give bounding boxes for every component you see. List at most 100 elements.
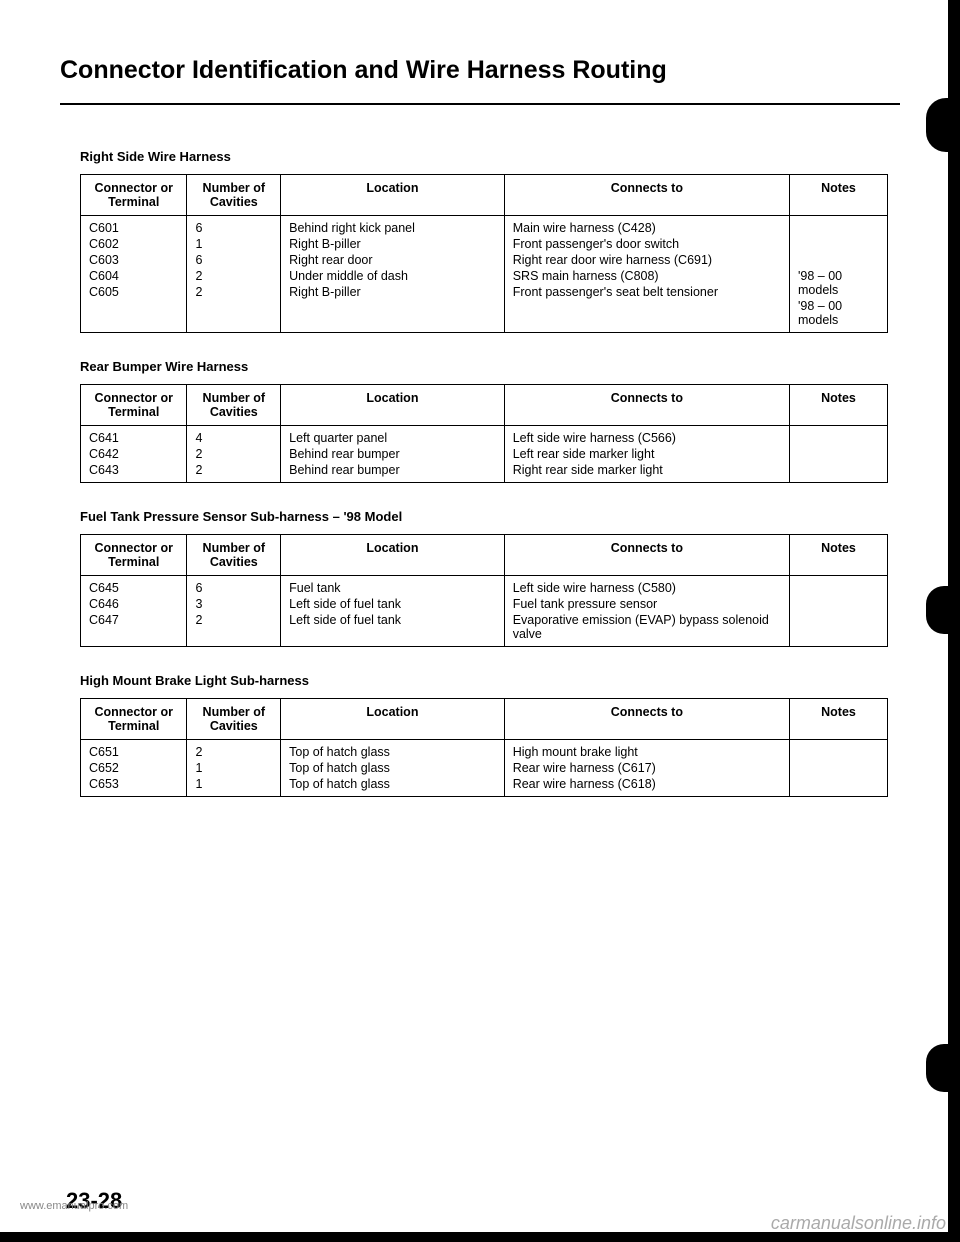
table-row: Under middle of dash [289, 268, 496, 284]
section-title: High Mount Brake Light Sub-harness [80, 673, 900, 688]
section-title: Fuel Tank Pressure Sensor Sub-harness – … [80, 509, 900, 524]
table-header: Location [281, 385, 505, 426]
table-cell [790, 426, 888, 483]
table-row: C643 [89, 462, 178, 478]
table-row [798, 760, 879, 776]
table-cell: High mount brake lightRear wire harness … [504, 740, 789, 797]
table-cell: '98 – 00 models'98 – 00 models [790, 216, 888, 333]
table-header: Connects to [504, 699, 789, 740]
table-row: 2 [195, 446, 272, 462]
table-row: C601 [89, 220, 178, 236]
table-row: Front passenger's door switch [513, 236, 781, 252]
table-cell: Top of hatch glassTop of hatch glassTop … [281, 740, 505, 797]
table-row: C642 [89, 446, 178, 462]
table-row [798, 430, 879, 446]
table-row: Left side wire harness (C580) [513, 580, 781, 596]
table-row: SRS main harness (C808) [513, 268, 781, 284]
table-row: 3 [195, 596, 272, 612]
table-row [798, 744, 879, 760]
table-row: 2 [195, 284, 272, 300]
table-row: '98 – 00 models [798, 268, 879, 298]
connector-table: Connector or TerminalNumber of CavitiesL… [80, 698, 888, 797]
connector-table: Connector or TerminalNumber of CavitiesL… [80, 384, 888, 483]
table-row: 1 [195, 760, 272, 776]
table-row: '98 – 00 models [798, 298, 879, 328]
table-header: Notes [790, 535, 888, 576]
table-row [798, 612, 879, 628]
table-row: C641 [89, 430, 178, 446]
section-title: Right Side Wire Harness [80, 149, 900, 164]
table-header: Notes [790, 699, 888, 740]
table-row: Fuel tank pressure sensor [513, 596, 781, 612]
table-header: Location [281, 175, 505, 216]
bottom-bar [0, 1232, 960, 1242]
table-cell [790, 576, 888, 647]
table-header: Location [281, 699, 505, 740]
table-row: 1 [195, 236, 272, 252]
watermark-left: www.emanualpro.com [20, 1200, 128, 1212]
table-header: Connector or Terminal [81, 535, 187, 576]
table-header: Notes [790, 385, 888, 426]
table-row: Front passenger's seat belt tensioner [513, 284, 781, 300]
table-row [798, 220, 879, 236]
table-header: Connector or Terminal [81, 699, 187, 740]
table-row: Behind rear bumper [289, 446, 496, 462]
table-cell: Fuel tankLeft side of fuel tankLeft side… [281, 576, 505, 647]
table-row [798, 252, 879, 268]
table-row [798, 580, 879, 596]
table-row: C651 [89, 744, 178, 760]
table-row: Top of hatch glass [289, 760, 496, 776]
table-row: Right rear side marker light [513, 462, 781, 478]
table-cell: Left quarter panelBehind rear bumperBehi… [281, 426, 505, 483]
page-title: Connector Identification and Wire Harnes… [60, 56, 900, 85]
table-row: C605 [89, 284, 178, 300]
table-cell: Left side wire harness (C580)Fuel tank p… [504, 576, 789, 647]
table-row [798, 596, 879, 612]
table-header: Connector or Terminal [81, 175, 187, 216]
table-row [798, 236, 879, 252]
table-row: Left rear side marker light [513, 446, 781, 462]
table-row: C646 [89, 596, 178, 612]
table-row: Left side of fuel tank [289, 612, 496, 628]
table-row [798, 446, 879, 462]
table-header: Connects to [504, 385, 789, 426]
table-header: Number of Cavities [187, 535, 281, 576]
table-cell: C641C642C643 [81, 426, 187, 483]
table-row: C652 [89, 760, 178, 776]
table-row: Behind right kick panel [289, 220, 496, 236]
table-cell [790, 740, 888, 797]
table-row: 6 [195, 252, 272, 268]
table-row: 6 [195, 220, 272, 236]
table-cell: C651C652C653 [81, 740, 187, 797]
table-row: Left side wire harness (C566) [513, 430, 781, 446]
table-cell: 422 [187, 426, 281, 483]
table-cell: Main wire harness (C428)Front passenger'… [504, 216, 789, 333]
table-row: C653 [89, 776, 178, 792]
table-row: C603 [89, 252, 178, 268]
table-row: C602 [89, 236, 178, 252]
table-row: Behind rear bumper [289, 462, 496, 478]
table-header: Number of Cavities [187, 175, 281, 216]
table-row: Rear wire harness (C618) [513, 776, 781, 792]
table-row: 2 [195, 462, 272, 478]
table-row: Fuel tank [289, 580, 496, 596]
table-cell: 632 [187, 576, 281, 647]
table-cell: C645C646C647 [81, 576, 187, 647]
table-header: Number of Cavities [187, 385, 281, 426]
table-row: Right rear door [289, 252, 496, 268]
table-row: Left side of fuel tank [289, 596, 496, 612]
table-row [798, 462, 879, 478]
table-row: Rear wire harness (C617) [513, 760, 781, 776]
table-row: High mount brake light [513, 744, 781, 760]
table-row: 2 [195, 612, 272, 628]
table-row: Top of hatch glass [289, 744, 496, 760]
table-row: Top of hatch glass [289, 776, 496, 792]
watermark-right: carmanualsonline.info [771, 1213, 946, 1234]
table-row: Right B-piller [289, 236, 496, 252]
table-cell: Left side wire harness (C566)Left rear s… [504, 426, 789, 483]
table-row: C645 [89, 580, 178, 596]
table-row: Evaporative emission (EVAP) bypass solen… [513, 612, 781, 642]
table-header: Connects to [504, 535, 789, 576]
table-row: Right B-piller [289, 284, 496, 300]
table-row: 2 [195, 744, 272, 760]
